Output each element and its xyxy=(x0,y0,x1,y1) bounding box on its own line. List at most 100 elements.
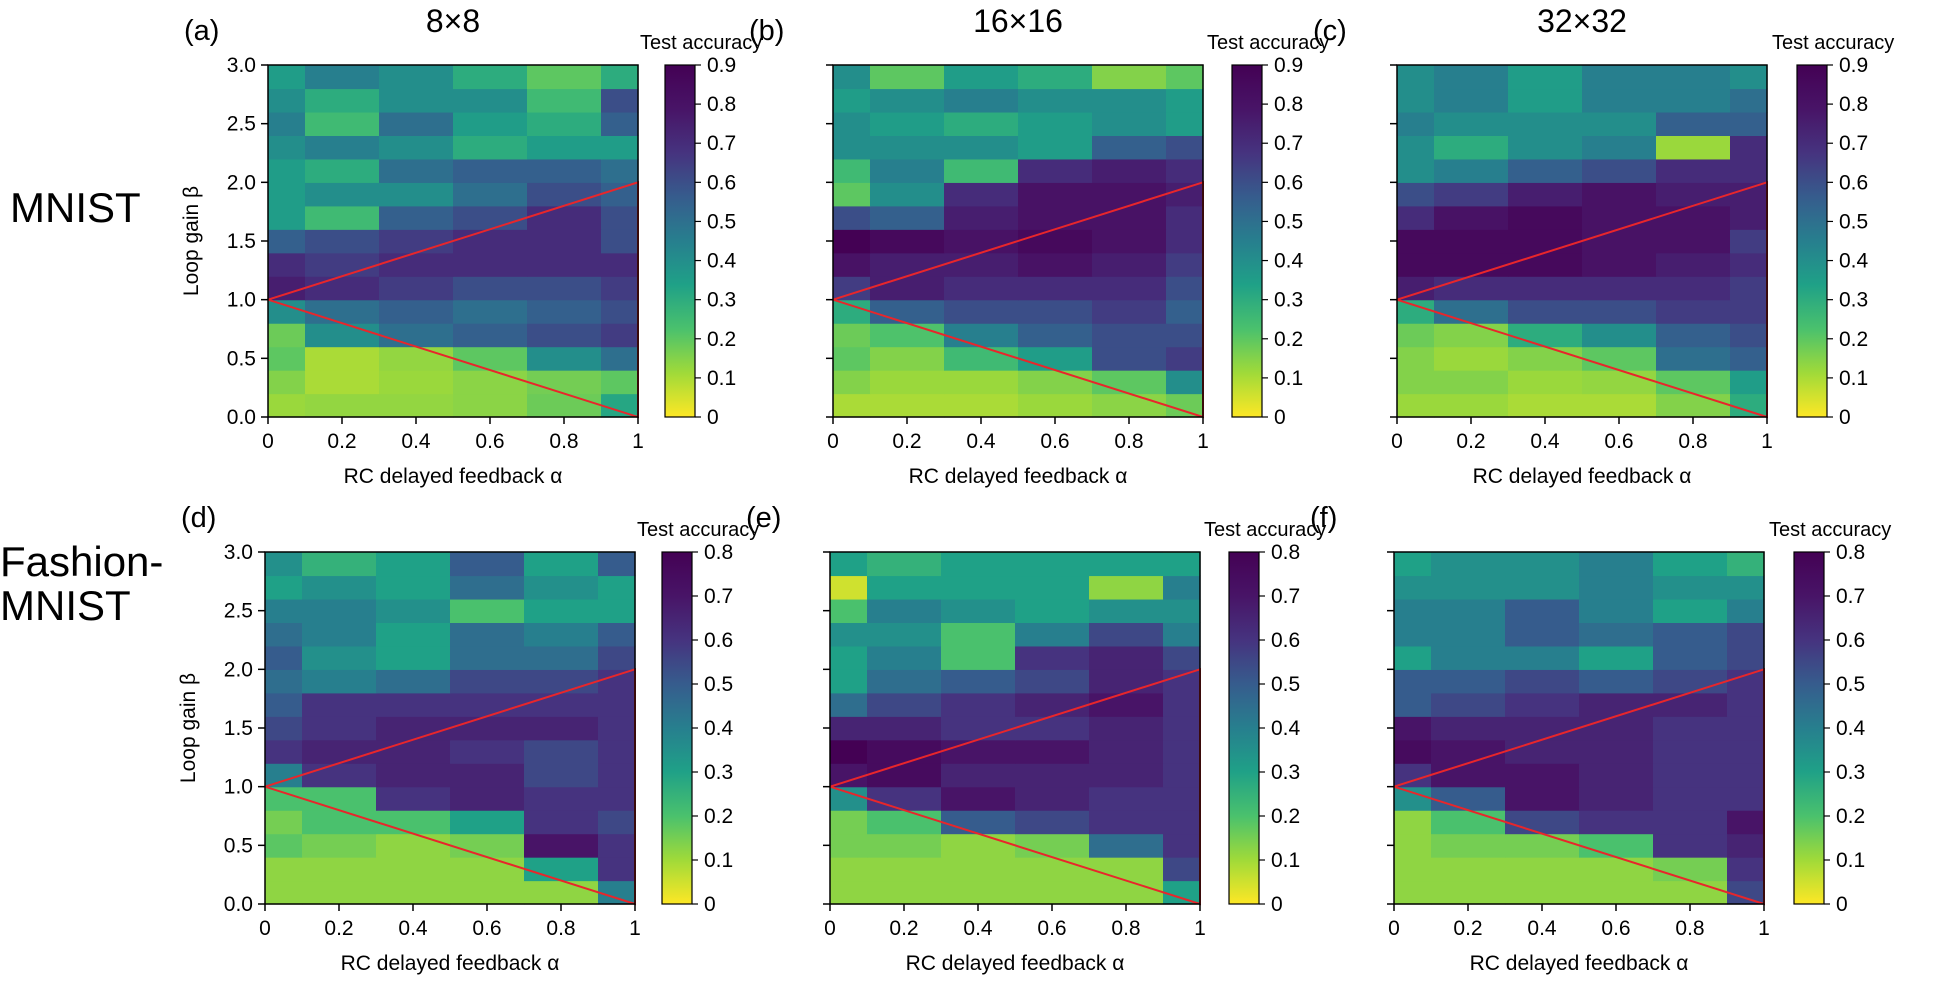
heatmap-cell xyxy=(268,182,306,207)
x-tick-label: 0.4 xyxy=(1527,917,1557,940)
heatmap-cell xyxy=(1431,833,1506,858)
heatmap-cell xyxy=(867,880,942,905)
heatmap-cell xyxy=(376,552,451,577)
colorbar-tick-label: 0.8 xyxy=(707,93,736,116)
heatmap-cell xyxy=(1730,182,1768,207)
heatmap-cell xyxy=(1582,252,1657,277)
heatmap-cell xyxy=(1656,229,1731,254)
heatmap-cell xyxy=(1508,205,1583,230)
colorbar-tick-label: 0.7 xyxy=(1274,132,1303,155)
colorbar-label: Test accuracy xyxy=(637,519,759,541)
heatmap-cell xyxy=(268,205,306,230)
heatmap-cell xyxy=(1579,716,1654,741)
heatmap-cell xyxy=(830,857,868,882)
heatmap-cell xyxy=(265,739,303,764)
colorbar-tick-label: 0.2 xyxy=(704,805,733,828)
heatmap-cell xyxy=(830,763,868,788)
heatmap-cell xyxy=(1579,575,1654,600)
heatmap-cell xyxy=(1505,669,1580,694)
heatmap-cell xyxy=(1092,88,1167,113)
heatmap-cell xyxy=(1508,252,1583,277)
heatmap-cell xyxy=(527,135,602,160)
heatmap-cell xyxy=(1434,299,1509,324)
colorbar-tick-label: 0.7 xyxy=(1839,132,1868,155)
colorbar-label: Test accuracy xyxy=(1769,519,1891,541)
panel-title: 16×16 xyxy=(973,3,1063,39)
panel-title: 8×8 xyxy=(426,3,480,39)
colorbar xyxy=(1793,551,1825,905)
heatmap-cell xyxy=(302,575,377,600)
y-tick-label: 1.5 xyxy=(224,717,253,740)
colorbar-tick-label: 0.3 xyxy=(1836,761,1865,784)
heatmap-cell xyxy=(1656,276,1731,301)
heatmap-cell xyxy=(1656,252,1731,277)
heatmap-cell xyxy=(527,370,602,395)
heatmap-cell xyxy=(302,692,377,717)
heatmap-cell xyxy=(1089,645,1164,670)
x-tick-label: 1 xyxy=(1194,917,1206,940)
heatmap-cell xyxy=(1579,833,1654,858)
heatmap-panel-d: 0 0.2 0.4 0.6 0.8 1 0.0 0.5 1.0 1.5 2.0 2.5 3.0 RC de… xyxy=(177,502,759,975)
x-tick-label: 0 xyxy=(259,917,271,940)
heatmap-cell xyxy=(450,622,525,647)
heatmap-cell xyxy=(1653,692,1728,717)
heatmap-cell xyxy=(941,716,1016,741)
colorbar-tick-label: 0.9 xyxy=(707,54,736,77)
colorbar-tick-label: 0.2 xyxy=(1836,805,1865,828)
heatmap-cell xyxy=(1089,880,1164,905)
heatmap-cell xyxy=(1505,833,1580,858)
heatmap-cell xyxy=(527,276,602,301)
heatmap-cell xyxy=(601,135,639,160)
heatmap-cell xyxy=(1166,323,1204,348)
heatmap-cell xyxy=(944,323,1019,348)
colorbar-tick-label: 0.8 xyxy=(704,541,733,564)
heatmap-cell xyxy=(1089,552,1164,577)
heatmap-cell xyxy=(265,598,303,623)
heatmap-cell xyxy=(1015,880,1090,905)
heatmap-cell xyxy=(830,622,868,647)
colorbar-tick-label: 0.6 xyxy=(1839,171,1868,194)
heatmap-cell xyxy=(265,552,303,577)
heatmap-cell xyxy=(833,299,871,324)
heatmap-cell xyxy=(1018,111,1093,136)
colorbar-tick-label: 0 xyxy=(707,406,719,429)
heatmap-cell xyxy=(1653,598,1728,623)
heatmap-cell xyxy=(867,716,942,741)
heatmap-cell xyxy=(1508,88,1583,113)
heatmap-cell xyxy=(1727,692,1765,717)
heatmap-cell xyxy=(1582,299,1657,324)
y-tick-label: 1.5 xyxy=(227,230,256,253)
colorbar xyxy=(1796,64,1828,418)
heatmap-cell xyxy=(1727,622,1765,647)
heatmap-cell xyxy=(601,346,639,371)
heatmap-cell xyxy=(870,299,945,324)
heatmap-cell xyxy=(302,880,377,905)
heatmap-cell xyxy=(1508,299,1583,324)
heatmap-cell xyxy=(450,669,525,694)
heatmap-cell xyxy=(1582,205,1657,230)
heatmap-cell xyxy=(867,857,942,882)
heatmap-cell xyxy=(833,370,871,395)
heatmap-cell xyxy=(305,111,380,136)
heatmap-cell xyxy=(598,880,636,905)
heatmap-cell xyxy=(1656,135,1731,160)
heatmap-cell xyxy=(1018,252,1093,277)
heatmap-cell xyxy=(265,692,303,717)
y-axis-label: Loop gain β xyxy=(180,186,203,296)
heatmap-cell xyxy=(1505,763,1580,788)
colorbar-tick-label: 0.8 xyxy=(1836,541,1865,564)
panel-letter: (e) xyxy=(746,502,781,534)
heatmap-cell xyxy=(524,575,599,600)
heatmap-cell xyxy=(941,669,1016,694)
heatmap-cell xyxy=(302,810,377,835)
colorbar-tick-label: 0.5 xyxy=(707,210,736,233)
colorbar xyxy=(1231,64,1263,418)
heatmap-cell xyxy=(1431,763,1506,788)
panel-title: 32×32 xyxy=(1537,3,1627,39)
heatmap-cell xyxy=(1579,622,1654,647)
heatmap-cell xyxy=(1163,810,1201,835)
heatmap-cell xyxy=(302,763,377,788)
heatmap-cell xyxy=(867,786,942,811)
heatmap-cell xyxy=(833,276,871,301)
